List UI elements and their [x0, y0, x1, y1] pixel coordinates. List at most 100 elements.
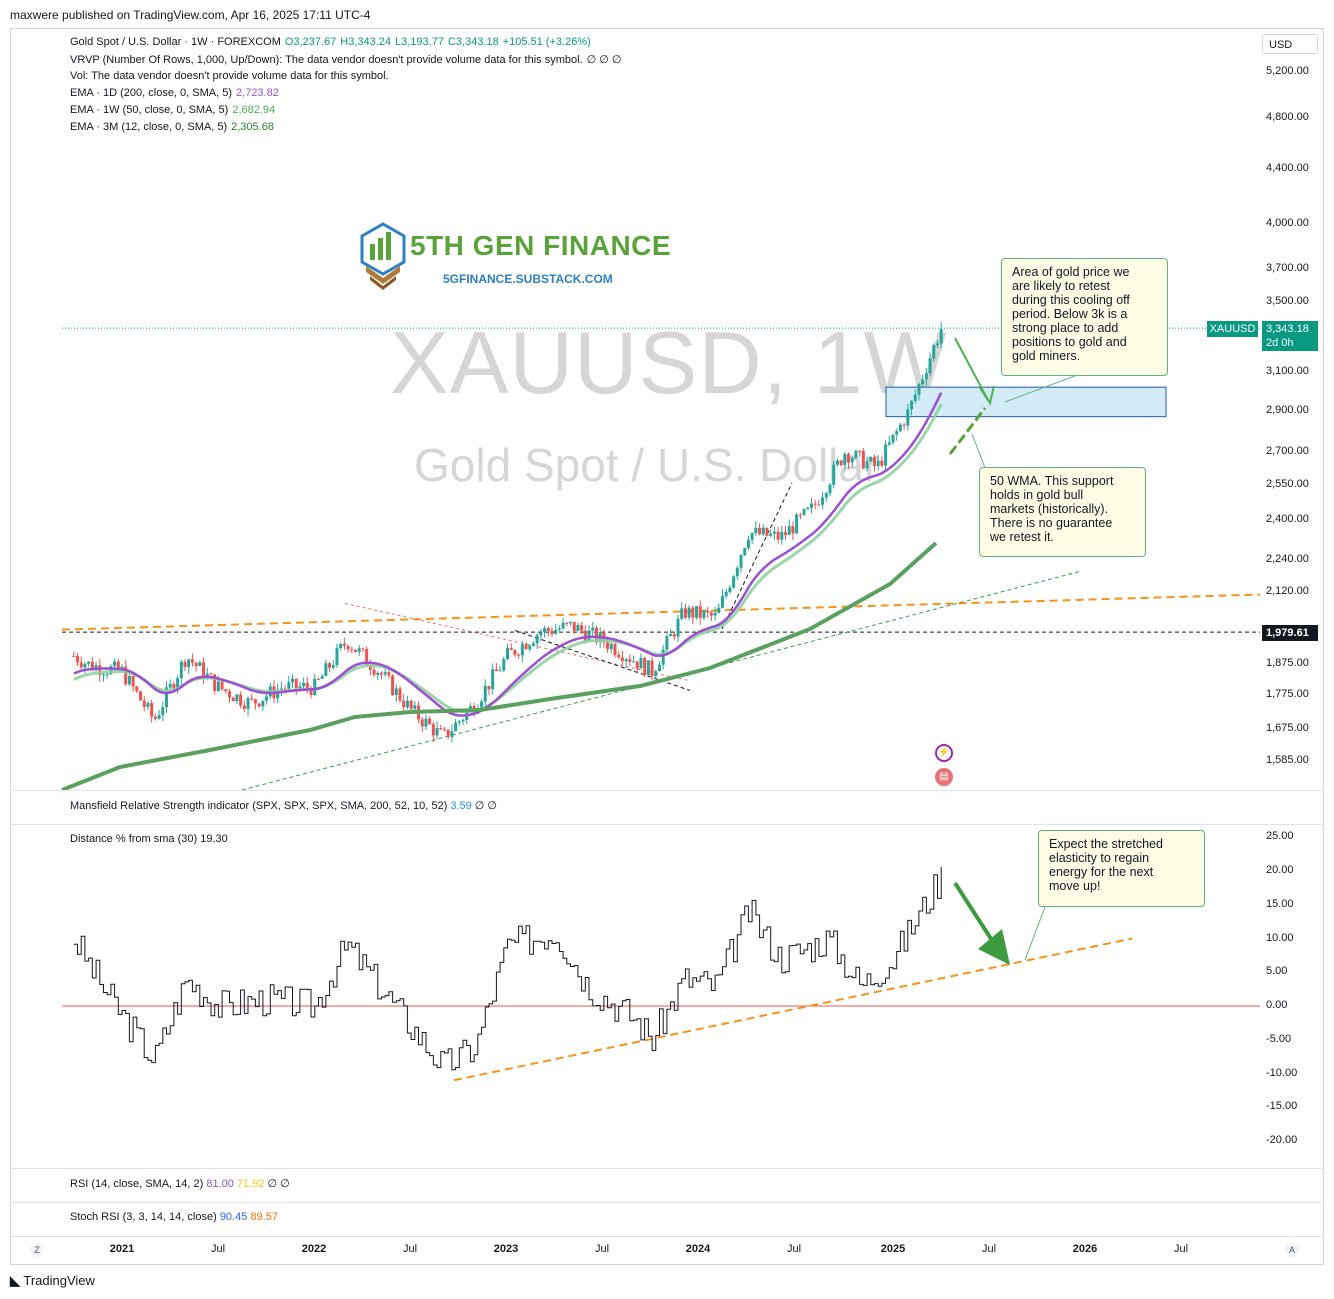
price-tick-label: 4,000.00: [1266, 217, 1309, 230]
candle-body: [213, 674, 217, 691]
wma-note[interactable]: 50 WMA. This support holds in gold bull …: [979, 467, 1146, 557]
candle-body: [891, 434, 895, 443]
candle-body: [224, 689, 228, 692]
price-tick-label: 2,700.00: [1266, 445, 1309, 458]
candle-body: [431, 724, 435, 736]
pane-divider[interactable]: [10, 1236, 1324, 1237]
ema1-legend[interactable]: EMA · 1D (200, close, 0, SMA, 5) 2,723.82: [70, 87, 283, 99]
candle-body: [869, 457, 873, 462]
auto-scale-button[interactable]: A: [1285, 1243, 1299, 1257]
candle-body: [391, 675, 395, 696]
symbol-price-tag: XAUUSD: [1207, 321, 1258, 337]
pane-divider[interactable]: [10, 1202, 1324, 1203]
distance-line: [73, 867, 942, 1071]
candle-body: [691, 607, 695, 618]
candle-body: [287, 682, 291, 689]
candle-body: [850, 458, 854, 463]
elastic-arrowhead: [978, 929, 1010, 965]
pane-divider[interactable]: [10, 1168, 1324, 1169]
vrvp-legend[interactable]: VRVP (Number Of Rows, 1,000, Up/Down): T…: [70, 53, 626, 66]
ema2-value: 2,682.94: [232, 104, 276, 116]
candle-body: [854, 450, 858, 459]
stoch-legend[interactable]: Stoch RSI (3, 3, 14, 14, close) 90.45 89…: [70, 1211, 278, 1223]
candle-body: [320, 676, 324, 679]
economic-flag-icon[interactable]: ▤: [935, 768, 953, 786]
candle-body: [787, 526, 791, 535]
ema3-legend[interactable]: EMA · 3M (12, close, 0, SMA, 5) 2,305.68: [70, 121, 278, 133]
candle-body: [880, 460, 884, 466]
candle-body: [709, 612, 713, 616]
candle-body: [298, 686, 302, 689]
distance-tick-label: -5.00: [1266, 1032, 1292, 1045]
mansfield-legend[interactable]: Mansfield Relative Strength indicator (S…: [70, 799, 497, 812]
distance-legend[interactable]: Distance % from sma (30) 19.30: [70, 833, 228, 845]
candle-body: [635, 661, 639, 669]
candle-body: [101, 674, 105, 676]
candle-body: [420, 719, 424, 727]
distance-chart[interactable]: [10, 825, 1260, 1168]
candle-body: [861, 450, 865, 469]
brand-url: 5GFINANCE.SUBSTACK.COM: [443, 272, 613, 286]
candle-body: [509, 648, 513, 650]
candle-body: [876, 460, 880, 466]
event-lightning-icon[interactable]: ⚡: [935, 744, 953, 762]
candle-body: [139, 691, 143, 701]
candle-body: [413, 705, 417, 709]
candle-body: [116, 661, 120, 670]
candle-body: [135, 686, 139, 692]
candle-body: [683, 608, 687, 618]
candle-body: [924, 373, 928, 380]
candle-body: [368, 664, 372, 670]
currency-button[interactable]: USD: [1262, 34, 1318, 54]
stoch-k-value: 90.45: [219, 1211, 248, 1223]
candle-body: [776, 531, 780, 540]
ema2-legend[interactable]: EMA · 1W (50, close, 0, SMA, 5) 2,682.94: [70, 104, 279, 116]
candle-body: [365, 649, 369, 665]
candle-body: [446, 729, 450, 737]
rsi-legend[interactable]: RSI (14, close, SMA, 14, 2) 81.00 71.92 …: [70, 1177, 290, 1190]
pane-divider[interactable]: [10, 824, 1324, 825]
ema1-text: EMA · 1D (200, close, 0, SMA, 5): [70, 87, 233, 99]
candle-body: [335, 648, 339, 666]
distance-trendline: [453, 937, 1133, 1082]
brand-logo-icon: [360, 222, 406, 290]
time-tick-label: 2022: [301, 1243, 327, 1255]
candle-body: [720, 596, 724, 608]
vol-legend[interactable]: Vol: The data vendor doesn't provide vol…: [70, 70, 393, 82]
forecast-arrow: [954, 337, 989, 401]
last-price: 3,343.18: [1266, 323, 1309, 335]
candle-body: [409, 700, 413, 709]
zoom-reset-button[interactable]: Z: [30, 1243, 44, 1257]
main-legend[interactable]: Gold Spot / U.S. Dollar · 1W · FOREXCOM O…: [70, 36, 595, 48]
distance-tick-label: -10.00: [1266, 1066, 1298, 1079]
distance-tick-label: 25.00: [1266, 830, 1294, 843]
candle-body: [665, 636, 669, 650]
candle-body: [643, 657, 647, 676]
candle-body: [765, 527, 769, 536]
price-chart[interactable]: [10, 28, 1260, 790]
candle-body: [921, 379, 925, 385]
elastic-note[interactable]: Expect the stretched elasticity to regai…: [1038, 830, 1205, 907]
price-tick-label: 2,900.00: [1266, 403, 1309, 416]
pane-divider[interactable]: [10, 790, 1324, 791]
candle-body: [669, 634, 673, 637]
retest-note[interactable]: Area of gold price we are likely to rete…: [1001, 258, 1168, 376]
price-tick-label: 2,400.00: [1266, 513, 1309, 526]
mansfield-value: 3.59: [450, 800, 472, 812]
candle-body: [650, 660, 654, 677]
candle-body: [772, 531, 776, 534]
candle-body: [294, 678, 298, 689]
candle-body: [594, 627, 598, 643]
candle-body: [828, 484, 832, 494]
candle-body: [657, 664, 661, 672]
candle-body: [398, 688, 402, 701]
candle-body: [761, 527, 765, 535]
candle-body: [324, 663, 328, 677]
candle-body: [906, 409, 910, 426]
candle-body: [531, 643, 535, 646]
symbol-legend[interactable]: Gold Spot / U.S. Dollar · 1W · FOREXCOM: [70, 36, 281, 48]
brand-name: 5TH GEN FINANCE: [410, 230, 672, 261]
projection-arrow: [948, 407, 987, 455]
candle-body: [932, 345, 936, 359]
time-tick-label: Jul: [594, 1243, 610, 1255]
